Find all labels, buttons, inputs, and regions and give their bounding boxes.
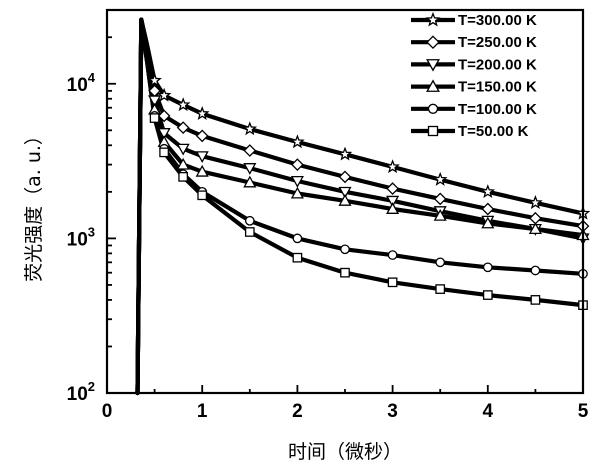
x-tick-label: 1 — [197, 401, 208, 422]
marker-square — [149, 113, 160, 123]
marker-triangle-down — [426, 59, 440, 72]
marker-square — [340, 267, 350, 278]
y-tick-base: 10 — [67, 75, 88, 96]
y-tick-exponent: 4 — [88, 70, 96, 85]
y-tick-label: 102 — [67, 379, 95, 405]
y-tick-label: 104 — [67, 70, 96, 96]
marker-star — [147, 72, 162, 87]
marker-diamond — [433, 192, 447, 206]
marker-star — [432, 171, 448, 186]
marker-star — [385, 159, 400, 174]
marker-star — [425, 11, 441, 27]
series-line — [135, 17, 586, 396]
marker-square — [197, 190, 208, 201]
marker-square — [427, 125, 439, 137]
legend: T=300.00 K T=250.00 K T=200.00 K T=150.00 K… — [411, 11, 537, 140]
marker-star — [175, 97, 191, 112]
marker-circle — [427, 103, 439, 114]
series-group — [135, 17, 586, 396]
marker-circle — [387, 250, 398, 260]
legend-label: T=250.00 K — [458, 34, 537, 51]
marker-star — [156, 87, 172, 102]
marker-star — [337, 146, 353, 161]
marker-diamond — [386, 182, 399, 195]
marker-triangle-up — [290, 186, 304, 199]
plot-area — [135, 17, 591, 396]
marker-triangle-down — [148, 95, 162, 108]
marker-triangle-down — [338, 186, 352, 199]
marker-square — [244, 227, 255, 237]
legend-label: T=300.00 K — [458, 12, 537, 29]
marker-star — [480, 184, 496, 199]
x-tick-label: 2 — [292, 401, 303, 422]
legend-label: T=100.00 K — [458, 101, 537, 118]
y-tick-base: 10 — [67, 229, 88, 250]
x-axis-ticks: 0 1 2 3 4 5 — [102, 385, 589, 422]
marker-triangle-up — [386, 202, 400, 214]
series-line — [135, 17, 586, 396]
legend-label: T=150.00 K — [458, 79, 537, 96]
marker-square — [387, 277, 398, 288]
y-tick-exponent: 2 — [88, 379, 95, 394]
marker-square — [482, 290, 493, 300]
marker-circle — [244, 215, 255, 226]
marker-triangle-up — [195, 164, 209, 177]
legend-label: T=50.00 K — [458, 123, 529, 140]
marker-triangle-up — [528, 222, 542, 235]
marker-square — [159, 147, 169, 158]
marker-diamond — [195, 129, 209, 143]
y-axis-title: 荧光强度（a. u.） — [23, 126, 45, 282]
marker-triangle-down — [176, 143, 190, 156]
x-tick-label: 3 — [387, 401, 398, 422]
marker-triangle-up — [481, 216, 495, 229]
marker-star — [528, 195, 543, 209]
x-tick-label: 0 — [102, 401, 113, 422]
y-tick-label: 103 — [67, 224, 95, 250]
x-tick-label: 4 — [483, 401, 494, 422]
marker-triangle-down — [157, 128, 171, 140]
marker-diamond — [176, 121, 190, 135]
marker-triangle-down — [195, 151, 209, 164]
marker-star — [194, 106, 210, 120]
marker-square — [530, 295, 541, 305]
marker-diamond — [426, 35, 440, 49]
series-line — [135, 17, 586, 396]
marker-circle — [340, 244, 350, 255]
legend-label: T=200.00 K — [458, 56, 537, 73]
marker-diamond — [291, 158, 304, 171]
marker-triangle-down — [243, 163, 257, 175]
marker-square — [435, 284, 446, 294]
marker-triangle-up — [426, 79, 440, 92]
marker-square — [292, 252, 303, 263]
x-axis-title: 时间（微秒） — [288, 441, 402, 463]
marker-triangle-up — [243, 175, 257, 188]
marker-diamond — [529, 211, 542, 225]
marker-diamond — [243, 144, 257, 157]
marker-diamond — [338, 170, 352, 184]
marker-triangle-up — [433, 208, 447, 221]
marker-circle — [292, 233, 303, 244]
marker-circle — [435, 257, 446, 268]
marker-triangle-up — [176, 157, 190, 170]
y-tick-exponent: 3 — [88, 224, 95, 239]
marker-star — [290, 134, 305, 149]
series-line — [135, 17, 586, 396]
marker-triangle-up — [338, 194, 352, 206]
marker-circle — [482, 262, 493, 273]
x-tick-label: 5 — [578, 401, 589, 422]
marker-triangle-down — [290, 175, 304, 188]
marker-triangle-down — [386, 195, 400, 208]
y-tick-base: 10 — [67, 384, 88, 405]
marker-square — [178, 172, 189, 182]
marker-circle — [530, 265, 541, 276]
marker-star — [242, 121, 258, 136]
marker-diamond — [481, 202, 495, 216]
